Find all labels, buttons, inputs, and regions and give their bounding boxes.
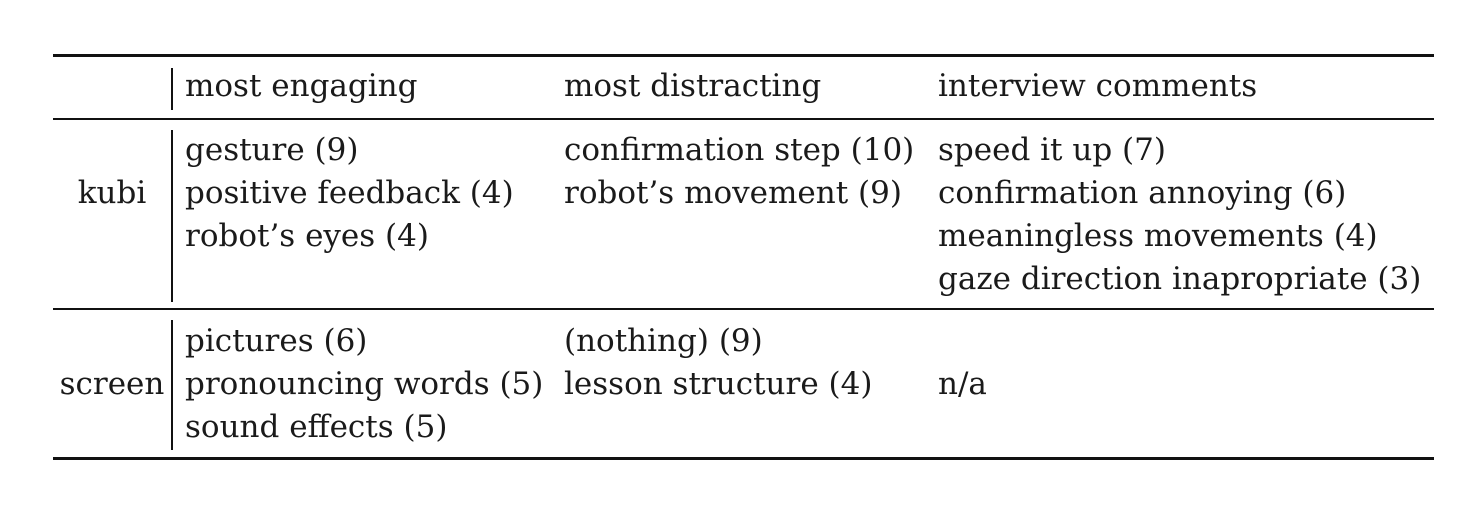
header-vertical-rule bbox=[171, 68, 173, 110]
screen-distracting-cell: (nothing) (9) lesson structure (4) bbox=[564, 320, 872, 406]
row-label-kubi: kubi bbox=[77, 175, 147, 211]
list-item: robot’s movement (9) bbox=[564, 175, 902, 211]
list-item: gesture (9) bbox=[185, 132, 359, 168]
list-item: (nothing) (9) bbox=[564, 323, 763, 359]
list-item: meaningless movements (4) bbox=[938, 218, 1378, 254]
header-rule bbox=[53, 118, 1434, 120]
kubi-engaging-cell: gesture (9) positive feedback (4) robot’… bbox=[185, 129, 514, 258]
top-rule bbox=[53, 54, 1434, 57]
header-interview-comments: interview comments bbox=[938, 68, 1258, 104]
kubi-vertical-rule bbox=[171, 130, 173, 302]
list-item: n/a bbox=[938, 366, 987, 402]
kubi-distracting-cell: confirmation step (10) robot’s movement … bbox=[564, 129, 914, 215]
screen-engaging-cell: pictures (6) pronouncing words (5) sound… bbox=[185, 320, 543, 449]
list-item: robot’s eyes (4) bbox=[185, 218, 429, 254]
screen-comments-cell: n/a bbox=[938, 363, 987, 406]
list-item: gaze direction inapropriate (3) bbox=[938, 261, 1422, 297]
row-separator-rule bbox=[53, 308, 1434, 310]
list-item: pronouncing words (5) bbox=[185, 366, 544, 402]
list-item: sound effects (5) bbox=[185, 409, 448, 445]
header-most-distracting: most distracting bbox=[564, 68, 822, 104]
list-item: speed it up (7) bbox=[938, 132, 1166, 168]
header-most-engaging: most engaging bbox=[185, 68, 418, 104]
bottom-rule bbox=[53, 457, 1434, 460]
kubi-comments-cell: speed it up (7) confirmation annoying (6… bbox=[938, 129, 1421, 301]
screen-vertical-rule bbox=[171, 320, 173, 450]
list-item: lesson structure (4) bbox=[564, 366, 873, 402]
list-item: confirmation annoying (6) bbox=[938, 175, 1347, 211]
list-item: confirmation step (10) bbox=[564, 132, 915, 168]
list-item: positive feedback (4) bbox=[185, 175, 514, 211]
list-item: pictures (6) bbox=[185, 323, 368, 359]
row-label-screen: screen bbox=[59, 366, 165, 402]
